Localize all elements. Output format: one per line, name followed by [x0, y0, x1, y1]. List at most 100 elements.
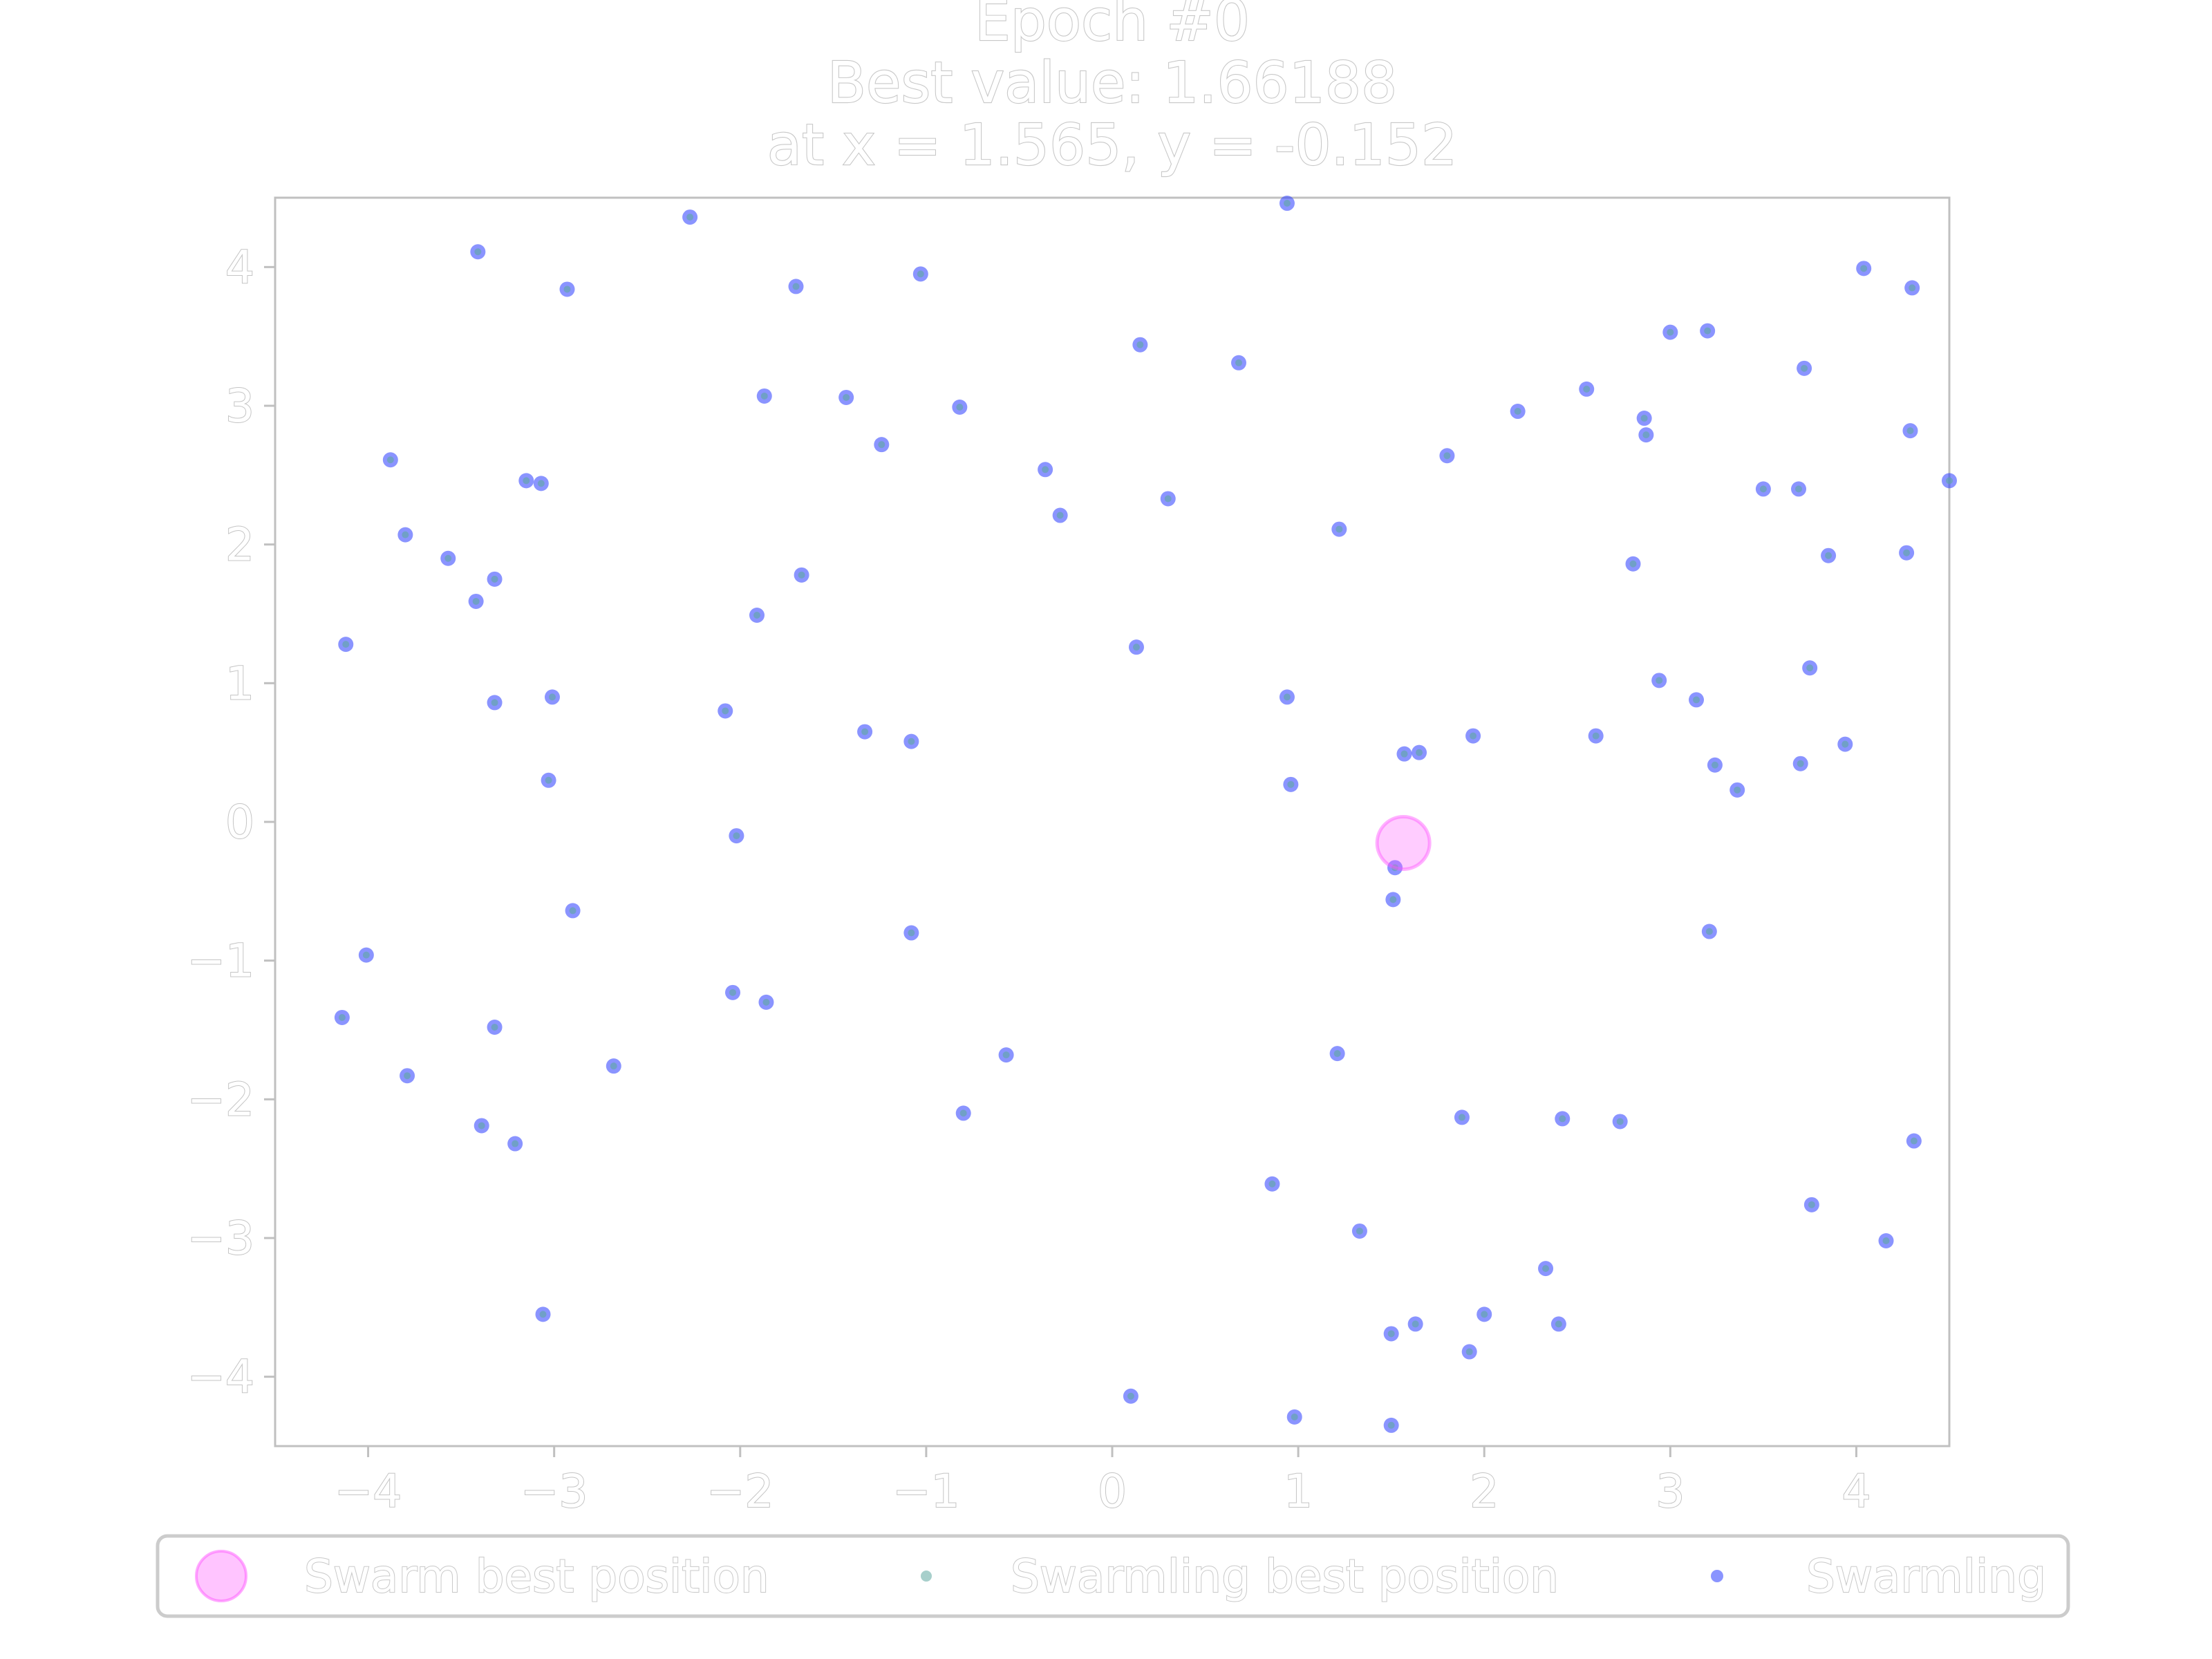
swarmling-best-point: [1465, 1348, 1473, 1356]
swarmling-best-point: [733, 832, 740, 840]
swarmling-best-point: [729, 988, 737, 996]
swarmling-best-point: [537, 480, 545, 487]
legend-swarmling-best-label: Swarmling best position: [1011, 1550, 1559, 1603]
swarmling-best-point: [472, 597, 480, 605]
swarmling-best-point: [1416, 749, 1423, 756]
swarmling-best-point: [843, 393, 850, 401]
swarmling-best-point: [1283, 693, 1291, 701]
x-tick-label: −3: [521, 1465, 588, 1518]
chart-title-best-value: Best value: 1.66188: [827, 50, 1397, 116]
swarmling-best-point: [1693, 696, 1700, 704]
swarmling-best-point: [917, 270, 924, 278]
swarmling-best-point: [1391, 864, 1399, 872]
swarmling-best-point: [523, 477, 530, 485]
legend-swarmling-best-marker: [921, 1571, 932, 1582]
swarmling-best-point: [908, 929, 915, 937]
swarmling-best-point: [1592, 732, 1600, 740]
x-tick-label: 3: [1656, 1465, 1685, 1518]
swarmling-best-point: [1356, 1227, 1363, 1235]
swarmling-best-point: [1909, 284, 1916, 292]
swarmling-best-point: [1642, 431, 1650, 439]
swarmling-best-point: [1797, 760, 1804, 767]
chart-title-best-position: at x = 1.565, y = -0.152: [767, 113, 1457, 178]
swarmling-best-point: [362, 951, 370, 959]
swarmling-best-point: [1583, 385, 1591, 393]
swarmling-best-point: [1906, 427, 1914, 435]
swarmling-best-point: [1825, 552, 1833, 559]
plot-markers: [334, 196, 1957, 1433]
swarmling-best-point: [1711, 761, 1718, 769]
x-tick-label: −1: [892, 1465, 959, 1518]
swarmling-best-point: [1667, 328, 1674, 336]
swarmling-best-point: [861, 728, 869, 735]
legend-frame: [156, 1534, 2070, 1618]
swarmling-best-point: [1235, 359, 1242, 366]
swarmling-best-point: [722, 707, 729, 715]
plot-area-frame: [274, 196, 1951, 1447]
swarmling-best-point: [1268, 1180, 1276, 1188]
y-tick-label: 2: [225, 518, 254, 572]
swarmling-best-point: [1559, 1115, 1566, 1123]
swarmling-best-point: [1283, 200, 1291, 207]
swarmling-best-point: [1910, 1137, 1918, 1145]
swarmling-best-point: [1412, 1320, 1419, 1328]
swarmling-best-point: [1629, 560, 1637, 568]
y-tick-label: −1: [187, 935, 254, 988]
swarmling-best-point: [563, 285, 571, 293]
swarmling-best-point: [1389, 896, 1397, 903]
swarmling-best-point: [386, 456, 394, 464]
swarmling-best-point: [1656, 677, 1663, 684]
swarmling-best-point: [1287, 780, 1295, 788]
swarmling-best-point: [686, 214, 694, 221]
swarmling-best-point: [512, 1140, 519, 1147]
swarmling-best-point: [1801, 364, 1808, 372]
y-axis: −4 −3 −2 −1 0 1 2 3 4: [187, 240, 275, 1405]
swarmling-best-point: [1946, 477, 1953, 485]
swarmling-best-point: [1164, 495, 1172, 503]
swarmling-best-point: [1127, 1392, 1134, 1400]
swarmling-best-point: [1056, 512, 1064, 519]
swarmling-best-point: [491, 1023, 498, 1031]
swarmling-best-point: [1291, 1413, 1298, 1421]
y-tick-label: 3: [225, 379, 254, 433]
y-tick-label: −2: [187, 1073, 254, 1126]
x-tick-label: 0: [1098, 1465, 1127, 1518]
swarmling-best-point: [1136, 341, 1144, 348]
chart-title: Epoch #0 Best value: 1.66188 at x = 1.56…: [767, 0, 1459, 179]
swarmling-best-point: [798, 571, 805, 579]
x-tick-label: −4: [335, 1465, 402, 1518]
swarmling-best-point: [569, 907, 577, 915]
swarmling-best-point: [1704, 327, 1712, 335]
swarmling-best-point: [959, 1109, 967, 1117]
swarmling-best-point: [491, 699, 498, 706]
swarmling-best-point: [548, 693, 556, 701]
x-tick-label: 2: [1470, 1465, 1499, 1518]
swarmling-best-point: [1042, 466, 1049, 474]
swarmling-best-point: [1806, 664, 1814, 672]
swarmling-best-point: [1795, 485, 1803, 493]
swarmling-best-point: [342, 641, 350, 648]
swarmling-best-point: [338, 1013, 346, 1021]
swarmling-best-point: [1458, 1114, 1465, 1121]
swarmling-best-point: [1387, 1421, 1395, 1429]
swarmling-best-point: [1705, 928, 1713, 935]
swarmling-best-point: [753, 612, 760, 619]
swarmling-best-point: [1400, 750, 1408, 758]
swarmling-best-point: [1333, 1050, 1341, 1058]
swarmling-best-point: [1860, 265, 1868, 272]
swarmling-best-point: [1132, 644, 1140, 651]
swarmling-best-point: [956, 404, 964, 411]
swarm-best-point: [1375, 815, 1432, 872]
y-tick-label: 0: [225, 796, 254, 849]
swarmling-best-point: [878, 441, 885, 449]
swarmling-best-point: [1759, 485, 1767, 493]
x-tick-label: 1: [1284, 1465, 1313, 1518]
x-tick-label: 4: [1841, 1465, 1871, 1518]
x-axis: −4 −3 −2 −1 0 1 2 3 4: [334, 1446, 1871, 1519]
swarmling-best-point: [1002, 1051, 1010, 1059]
chart-title-epoch: Epoch #0: [975, 0, 1250, 54]
legend-swarmling-label: Swarmling: [1806, 1550, 2046, 1603]
y-tick-label: 4: [225, 241, 254, 294]
swarmling-best-point: [908, 738, 915, 745]
